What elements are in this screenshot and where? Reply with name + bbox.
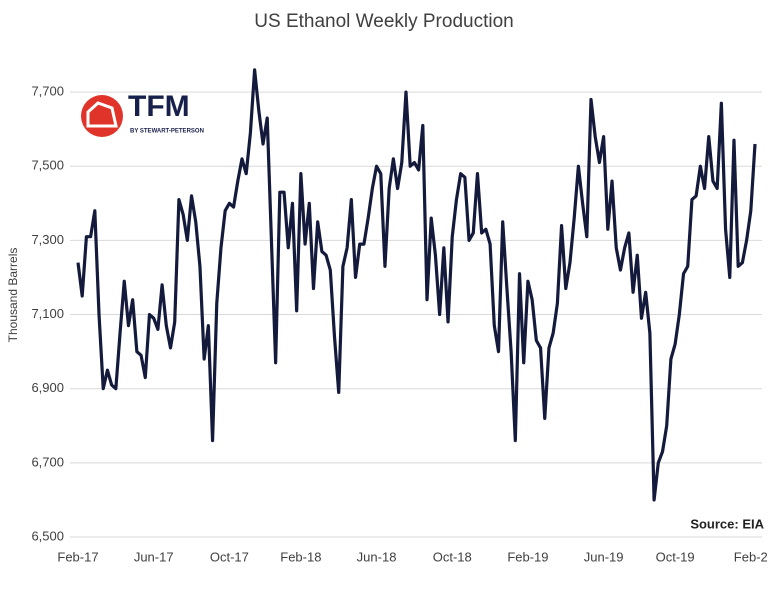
y-tick-label: 7,700 [31,84,64,99]
x-tick-label: Oct-19 [656,549,695,564]
y-tick-label: 6,900 [31,380,64,395]
logo: TFM BY STEWART-PETERSON [81,90,204,137]
y-tick-label: 7,300 [31,232,64,247]
y-tick-label: 7,100 [31,306,64,321]
logo-icon [86,101,118,128]
logo-tagline: BY STEWART-PETERSON [130,129,204,135]
source-note: Source: EIA [690,516,764,531]
y-tick-label: 6,700 [31,454,64,469]
data-line [76,68,757,502]
x-tick-label: Feb-19 [507,549,548,564]
chart-title: US Ethanol Weekly Production [254,11,513,32]
x-tick-label: Jun-17 [134,549,174,564]
logo-name: TFM [128,90,190,123]
x-tick-label: Oct-18 [433,549,472,564]
x-tick-label: Feb-2 [734,549,768,564]
x-tick-label: Feb-18 [280,549,321,564]
x-tick-label: Jun-18 [357,549,397,564]
x-tick-label: Jun-19 [584,549,624,564]
x-tick-label: Oct-17 [210,549,249,564]
y-tick-label: 6,500 [31,528,64,543]
y-tick-label: 7,500 [31,158,64,173]
x-tick-label: Feb-17 [57,549,98,564]
y-axis-label: Thousand Barrels [6,248,20,343]
